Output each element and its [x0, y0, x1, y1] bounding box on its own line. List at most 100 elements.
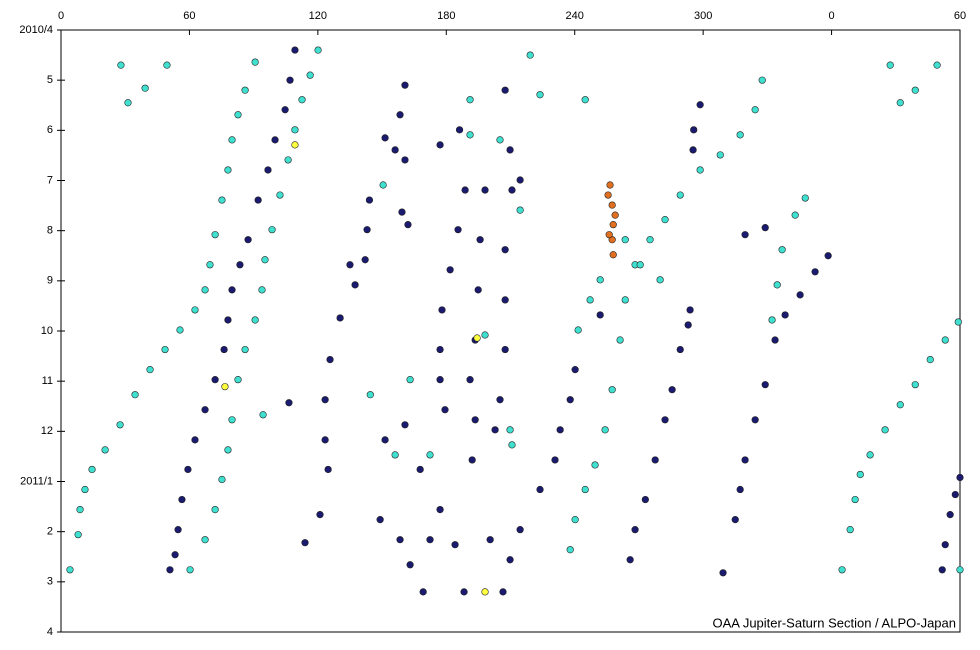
data-point — [259, 411, 267, 419]
data-point — [264, 166, 272, 174]
data-point — [741, 456, 749, 464]
data-point — [581, 96, 589, 104]
data-point — [608, 386, 616, 394]
data-point — [676, 191, 684, 199]
data-point — [761, 381, 769, 389]
data-point — [74, 531, 82, 539]
data-point — [184, 465, 192, 474]
data-point — [641, 495, 649, 504]
data-point — [228, 136, 236, 144]
data-point — [689, 146, 697, 154]
data-point — [466, 376, 474, 384]
data-point — [396, 111, 404, 119]
data-point — [574, 326, 582, 334]
data-point — [605, 231, 613, 239]
data-point — [291, 46, 299, 54]
x-tick-label: 0 — [829, 10, 835, 22]
x-tick-label: 240 — [566, 10, 584, 22]
data-point — [508, 441, 516, 449]
data-point — [496, 136, 504, 144]
data-point — [178, 495, 186, 504]
data-point — [161, 345, 169, 354]
data-point — [455, 126, 464, 134]
x-tick-label: 60 — [954, 10, 966, 22]
y-tick-label: 2 — [47, 526, 53, 538]
data-point — [796, 291, 804, 299]
data-point — [684, 321, 692, 329]
data-point — [471, 416, 479, 424]
data-point — [741, 231, 749, 239]
data-point — [536, 485, 544, 494]
data-point — [379, 181, 387, 189]
x-tick-label: 300 — [694, 10, 712, 22]
data-point — [191, 436, 199, 444]
data-point — [596, 311, 604, 319]
data-point — [551, 456, 559, 464]
data-point — [201, 406, 209, 414]
data-point — [234, 376, 242, 384]
data-point — [621, 236, 629, 244]
y-tick-label: 10 — [41, 325, 53, 337]
data-point — [801, 194, 809, 202]
x-tick-label: 180 — [437, 10, 455, 22]
data-point — [911, 86, 919, 94]
data-point — [301, 539, 309, 547]
data-point — [436, 141, 444, 149]
y-tick-label: 3 — [47, 576, 53, 588]
data-point — [241, 345, 249, 354]
data-point — [321, 436, 329, 444]
data-point — [291, 141, 299, 149]
data-point — [571, 516, 579, 524]
data-point — [284, 156, 292, 164]
data-point — [668, 386, 676, 394]
data-point — [556, 426, 564, 434]
data-point — [391, 146, 399, 154]
data-point — [811, 268, 819, 276]
data-point — [491, 426, 499, 434]
data-point — [656, 276, 664, 284]
data-point — [846, 526, 854, 534]
data-point — [526, 51, 534, 59]
data-point — [609, 251, 617, 259]
data-point — [224, 316, 232, 324]
credit: OAA Jupiter-Saturn Section / ALPO-Japan — [712, 615, 956, 630]
data-point — [851, 495, 859, 504]
data-point — [896, 99, 904, 107]
data-point — [856, 470, 864, 479]
data-point — [285, 399, 293, 407]
data-point — [596, 276, 604, 284]
data-point — [481, 331, 489, 339]
data-point — [166, 566, 174, 574]
data-point — [381, 134, 389, 142]
data-point — [719, 569, 727, 577]
data-point — [361, 256, 369, 264]
data-point — [220, 345, 228, 354]
data-point — [416, 465, 424, 474]
data-point — [401, 81, 409, 89]
data-point — [211, 505, 219, 514]
data-point — [117, 61, 125, 69]
data-point — [451, 541, 459, 549]
data-point — [571, 366, 579, 374]
data-point — [751, 106, 759, 114]
data-point — [436, 345, 444, 354]
data-point — [224, 166, 232, 174]
data-point — [773, 281, 781, 289]
data-point — [466, 131, 474, 139]
data-point — [76, 505, 84, 514]
data-point — [508, 186, 516, 194]
data-point — [536, 91, 544, 99]
data-point — [506, 426, 514, 434]
data-point — [791, 211, 799, 219]
y-tick-label: 11 — [42, 375, 53, 387]
data-point — [501, 246, 509, 254]
data-point — [611, 211, 619, 219]
data-point — [781, 311, 789, 319]
data-point — [516, 526, 524, 534]
data-point — [131, 391, 139, 399]
data-point — [866, 451, 874, 459]
data-point — [351, 281, 359, 289]
y-tick-label: 9 — [47, 275, 53, 287]
data-point — [406, 561, 414, 569]
